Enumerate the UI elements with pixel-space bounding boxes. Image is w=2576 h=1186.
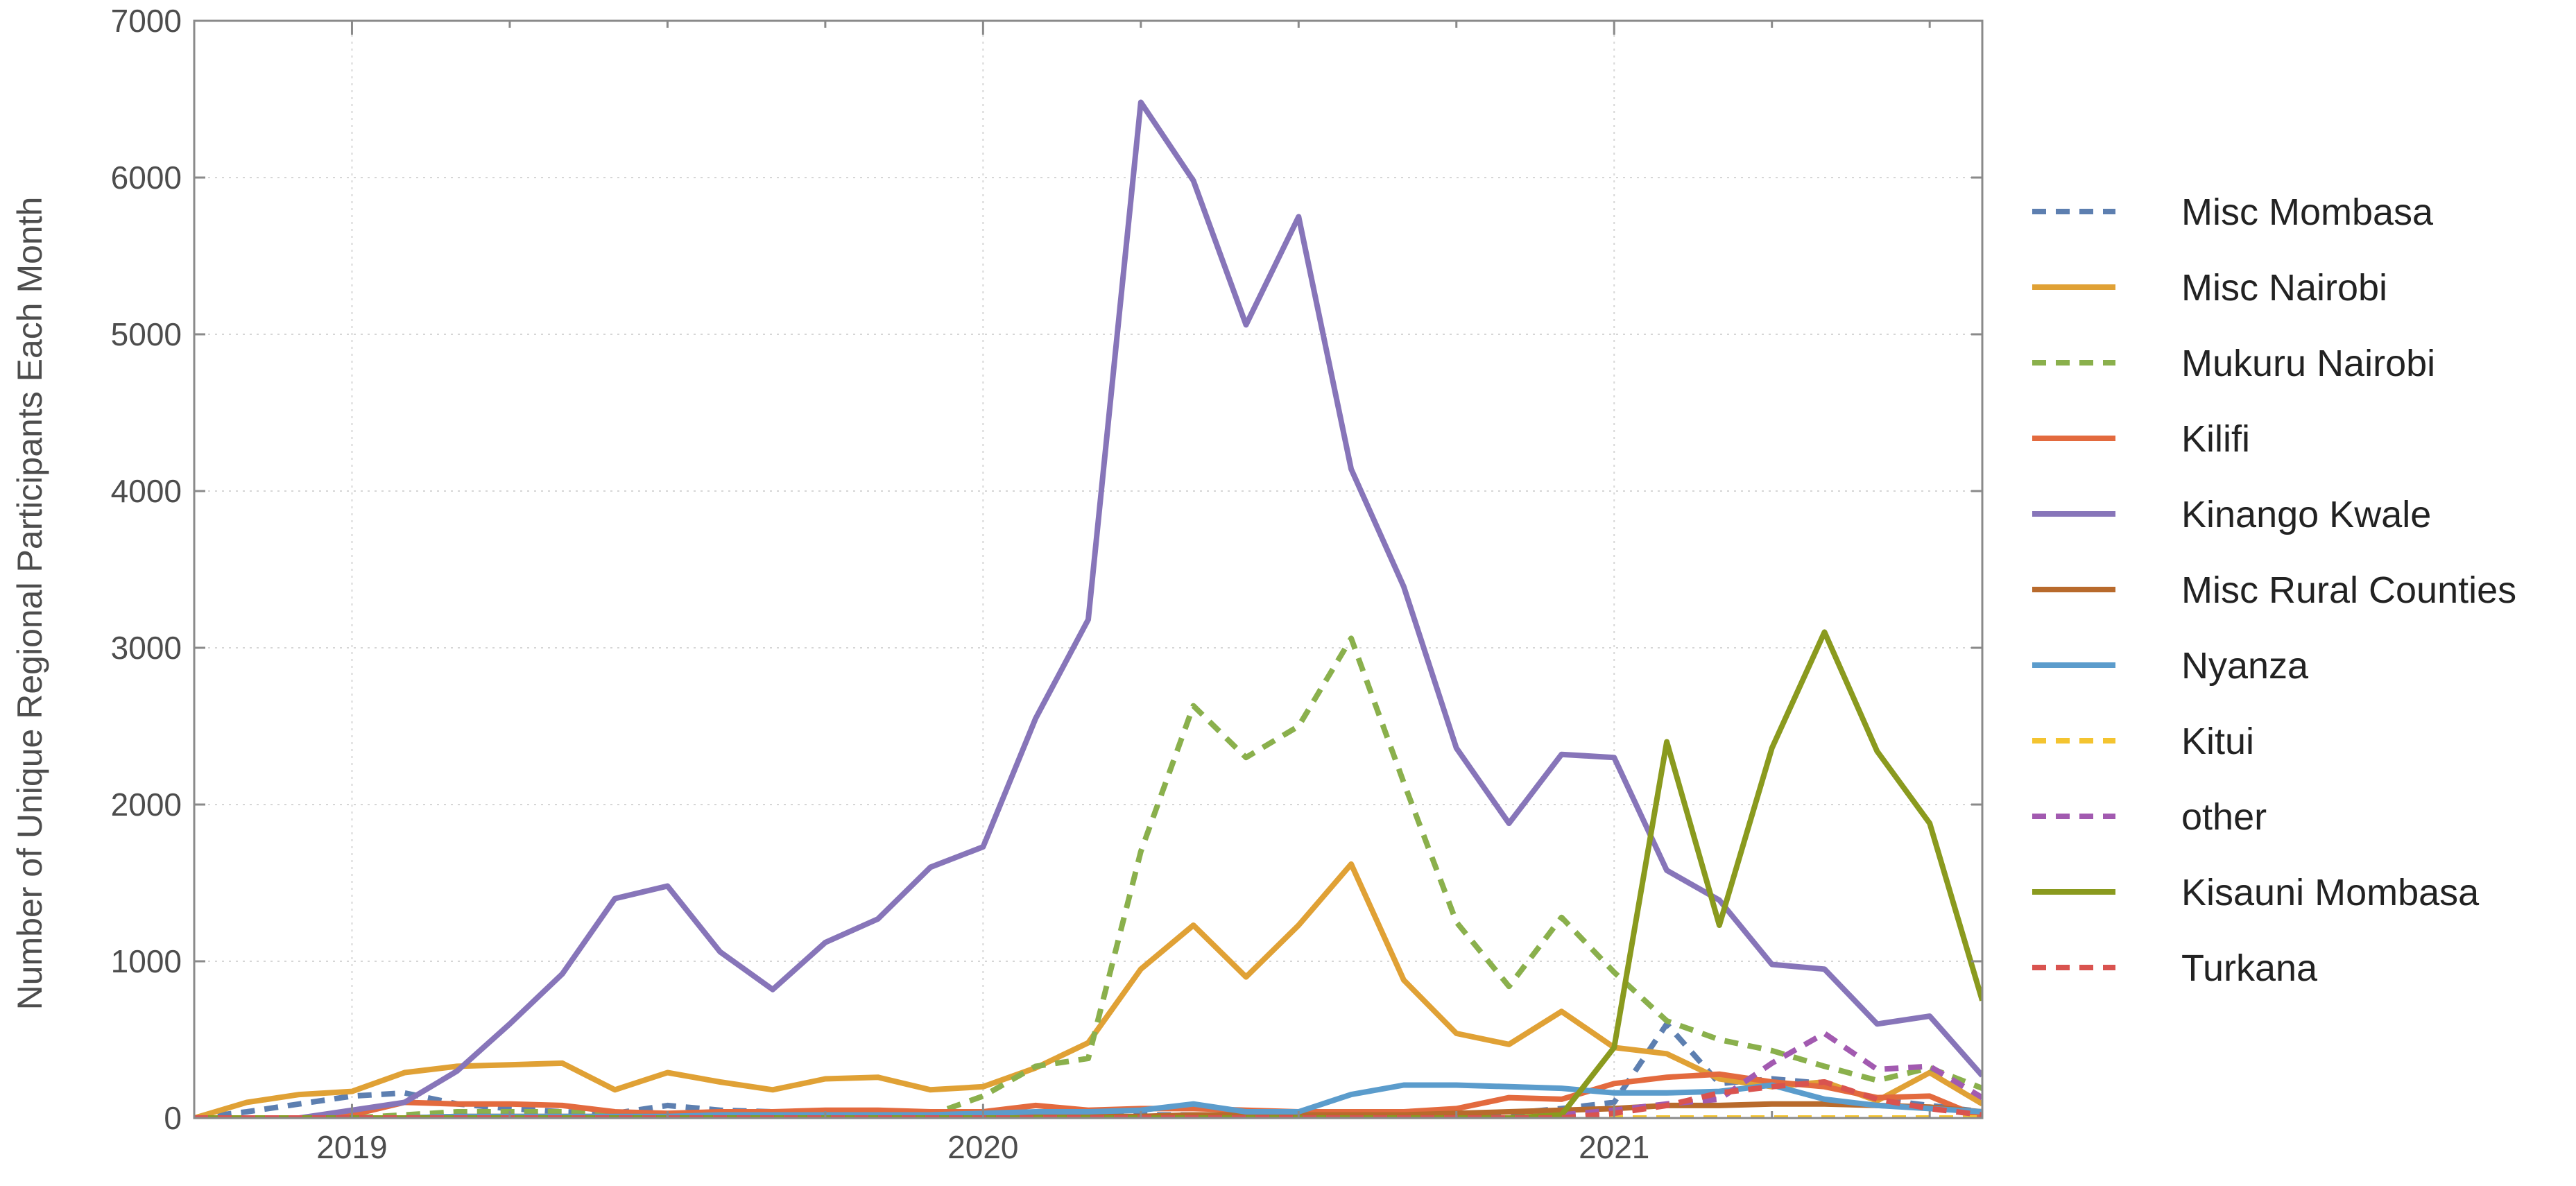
y-tick-label: 5000	[111, 316, 182, 352]
grid-lines	[194, 20, 1982, 1119]
legend-label: Mukuru Nairobi	[2181, 343, 2435, 384]
legend-label: Misc Rural Counties	[2181, 569, 2516, 611]
y-tick-label: 3000	[111, 630, 182, 666]
series-line-turkana	[194, 1079, 1982, 1118]
series-line-misc-nairobi	[194, 861, 1982, 1118]
legend-label: Kilifi	[2181, 418, 2250, 460]
y-tick-label: 7000	[111, 3, 182, 39]
series-line-kinango-kwale	[194, 99, 1982, 1118]
y-tick-label: 6000	[111, 160, 182, 196]
series-line-mukuru-nairobi	[194, 635, 1982, 1118]
x-tick-label: 2021	[1579, 1129, 1649, 1165]
legend-label: Turkana	[2181, 947, 2318, 989]
x-axis: 2019 2020 2021	[193, 21, 1931, 1165]
x-tick-label: 2020	[947, 1129, 1018, 1165]
series-line-kisauni-mombasa	[194, 629, 1982, 1118]
legend-label: Misc Nairobi	[2181, 267, 2387, 309]
legend: Misc Mombasa Misc Nairobi Mukuru Nairobi Ki…	[2032, 191, 2516, 989]
legend-label: Kitui	[2181, 721, 2254, 762]
series-lines	[194, 99, 1982, 1118]
plot-frame	[193, 19, 1984, 1119]
y-tick-label: 0	[164, 1100, 182, 1136]
y-tick-label: 2000	[111, 787, 182, 823]
y-axis: 0 1000 2000 3000 4000 5000 6000 7000	[111, 3, 1982, 1136]
y-tick-label: 1000	[111, 943, 182, 979]
legend-label: Kinango Kwale	[2181, 494, 2431, 535]
y-axis-label: Number of Unique Regional Participants E…	[10, 197, 49, 1011]
legend-label: Nyanza	[2181, 645, 2309, 687]
legend-label: other	[2181, 796, 2267, 838]
legend-label: Misc Mombasa	[2181, 191, 2434, 233]
y-tick-label: 4000	[111, 473, 182, 509]
x-tick-label: 2019	[316, 1129, 387, 1165]
legend-label: Kisauni Mombasa	[2181, 872, 2480, 913]
